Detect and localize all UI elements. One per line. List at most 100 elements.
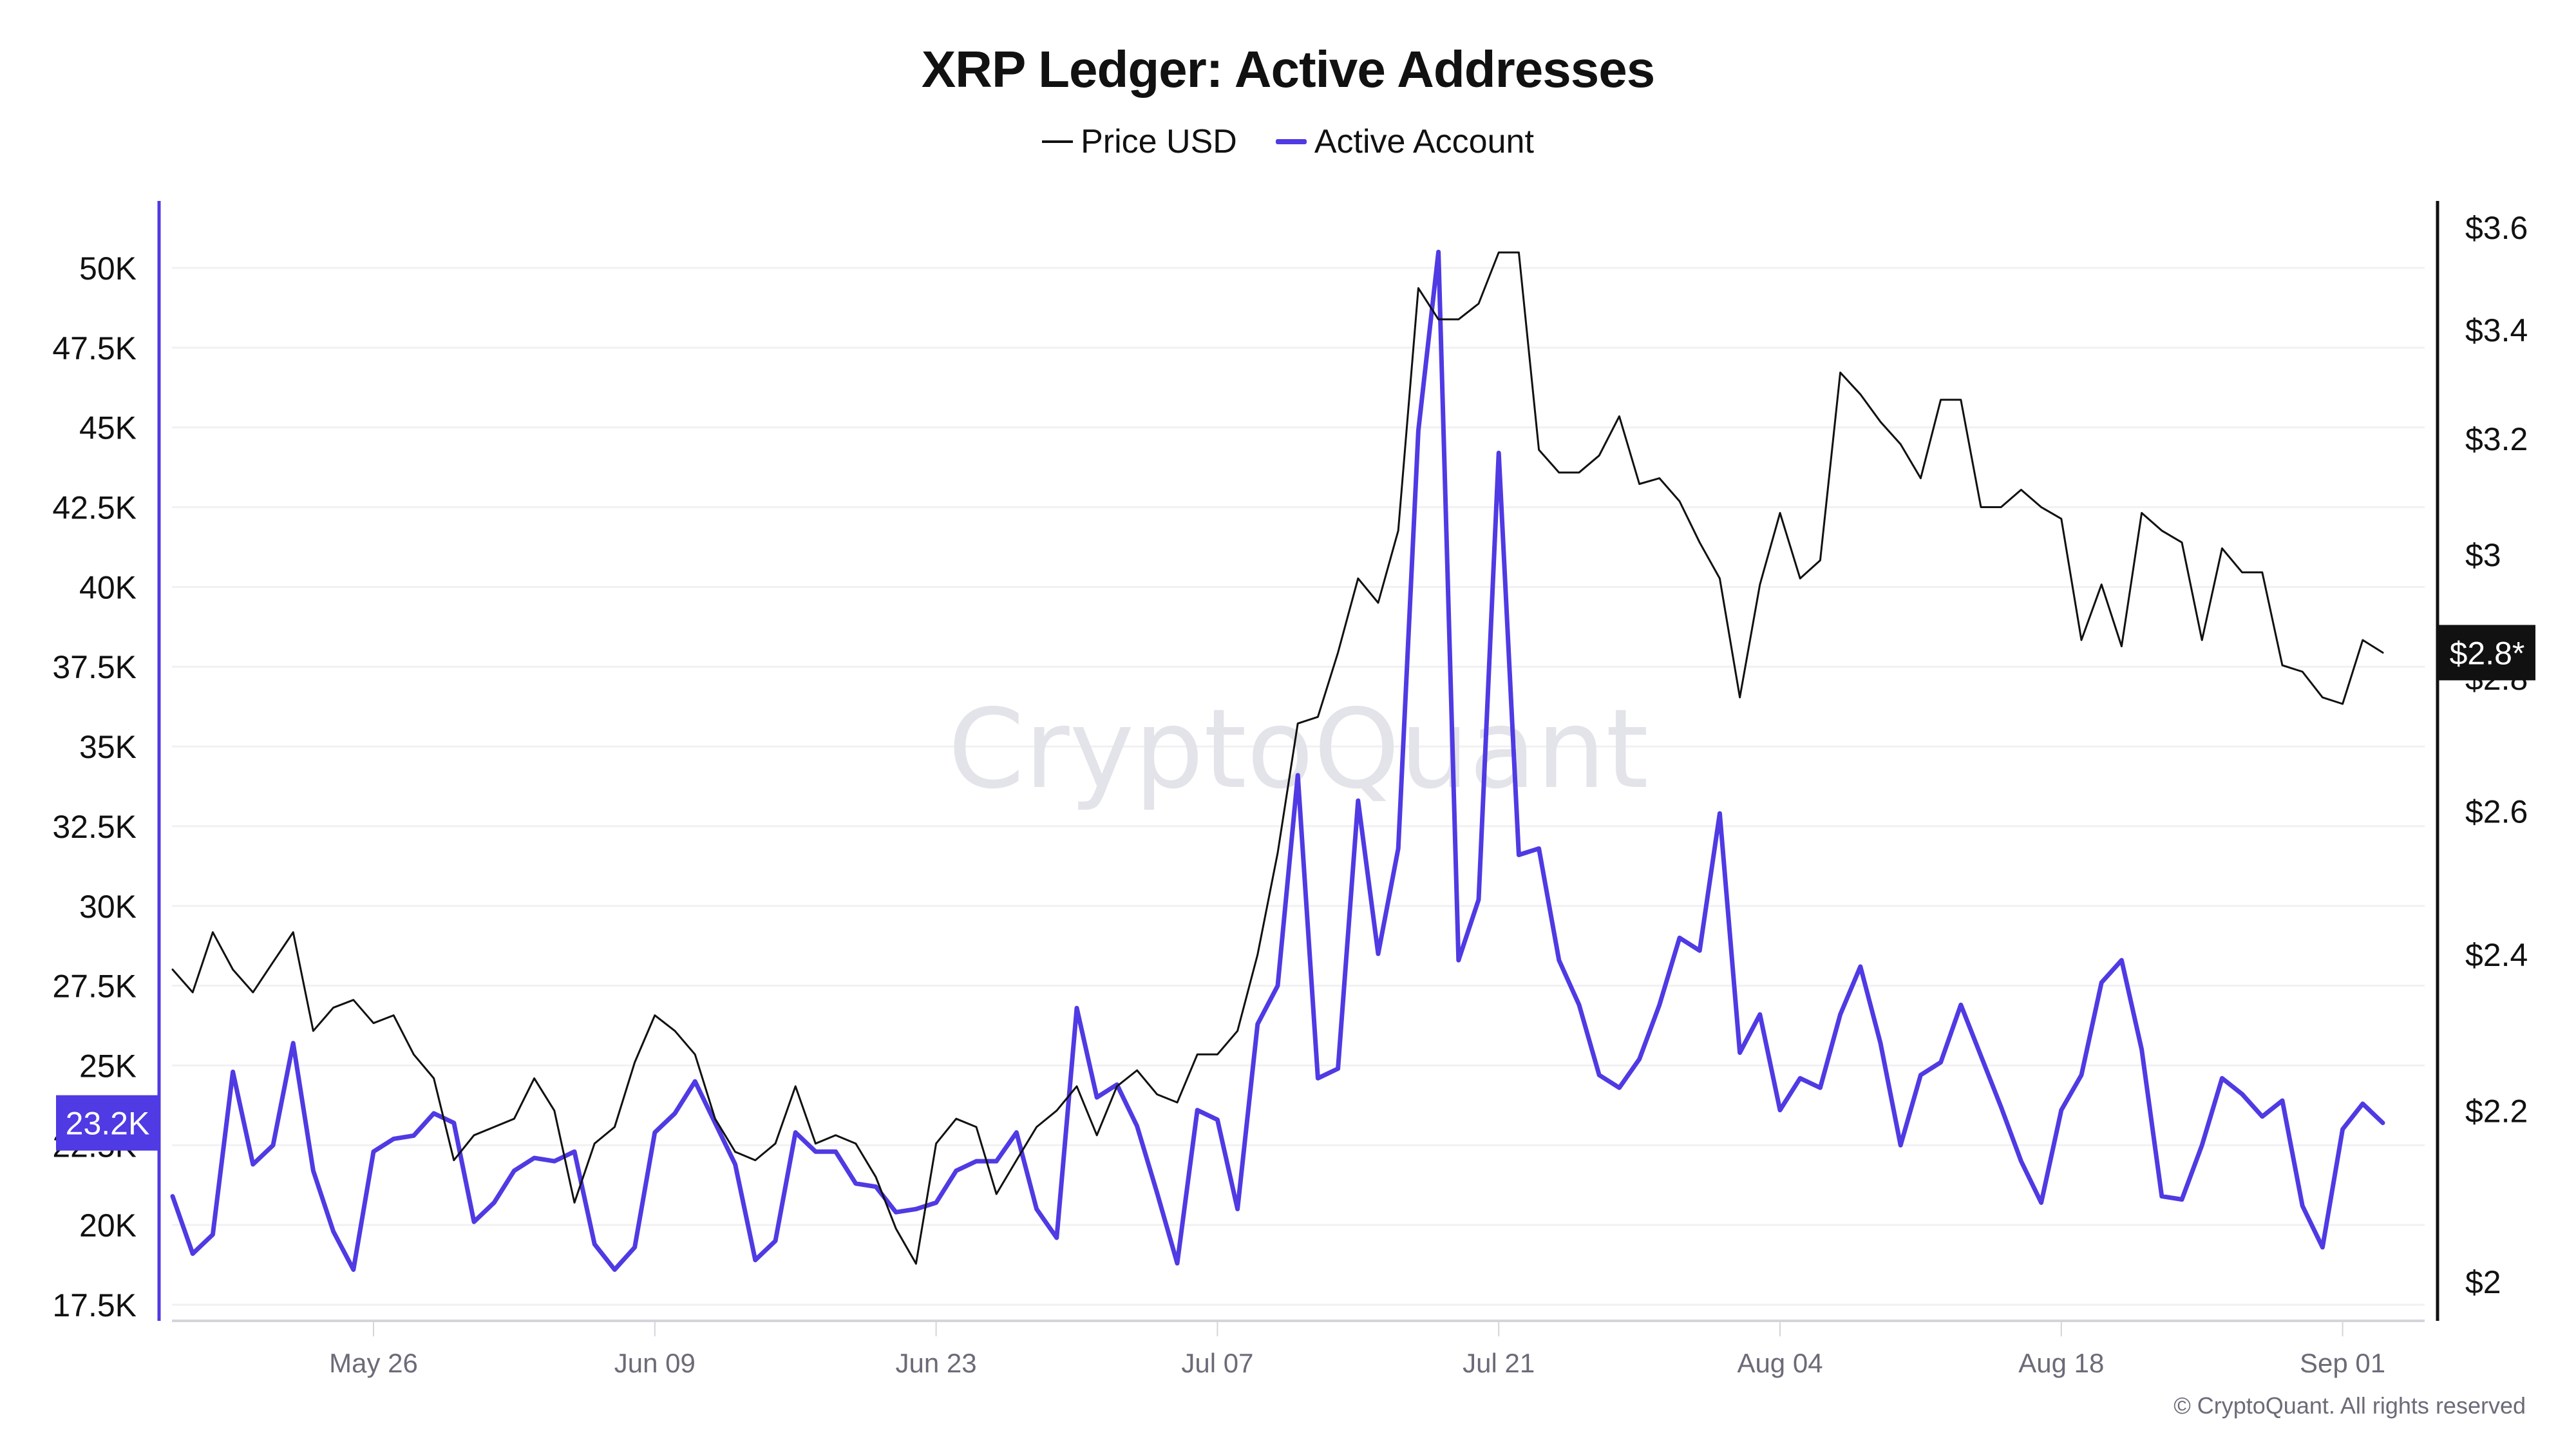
data-point-active-account[interactable] bbox=[450, 1119, 458, 1127]
data-point-price-usd[interactable] bbox=[1153, 1090, 1161, 1098]
data-point-active-account[interactable] bbox=[1093, 1094, 1101, 1101]
data-point-active-account[interactable] bbox=[1073, 1004, 1081, 1012]
data-point-active-account[interactable] bbox=[470, 1218, 478, 1226]
data-point-active-account[interactable] bbox=[1435, 248, 1443, 256]
data-point-price-usd[interactable] bbox=[1937, 396, 1945, 404]
data-point-price-usd[interactable] bbox=[330, 1004, 337, 1012]
data-point-active-account[interactable] bbox=[1133, 1122, 1141, 1130]
data-point-price-usd[interactable] bbox=[2078, 636, 2085, 644]
data-point-price-usd[interactable] bbox=[1555, 469, 1563, 477]
data-point-price-usd[interactable] bbox=[1475, 300, 1482, 308]
data-point-price-usd[interactable] bbox=[591, 1140, 598, 1148]
data-point-price-usd[interactable] bbox=[1012, 1157, 1020, 1164]
data-point-active-account[interactable] bbox=[811, 1148, 819, 1155]
data-point-price-usd[interactable] bbox=[2278, 661, 2286, 669]
data-point-active-account[interactable] bbox=[832, 1148, 840, 1155]
data-point-price-usd[interactable] bbox=[2058, 515, 2065, 523]
data-point-active-account[interactable] bbox=[551, 1157, 558, 1165]
data-point-active-account[interactable] bbox=[1615, 1084, 1623, 1092]
data-point-price-usd[interactable] bbox=[1595, 451, 1603, 459]
data-point-price-usd[interactable] bbox=[350, 996, 357, 1004]
data-point-active-account[interactable] bbox=[651, 1129, 659, 1137]
data-point-active-account[interactable] bbox=[1957, 1001, 1965, 1009]
data-point-active-account[interactable] bbox=[2379, 1119, 2387, 1127]
data-point-price-usd[interactable] bbox=[892, 1225, 900, 1233]
data-point-active-account[interactable] bbox=[1414, 427, 1422, 435]
data-point-active-account[interactable] bbox=[1816, 1084, 1824, 1092]
data-point-price-usd[interactable] bbox=[872, 1173, 880, 1181]
data-point-price-usd[interactable] bbox=[791, 1083, 799, 1090]
data-point-active-account[interactable] bbox=[1153, 1189, 1161, 1197]
data-point-active-account[interactable] bbox=[2017, 1157, 2025, 1165]
data-point-price-usd[interactable] bbox=[370, 1019, 377, 1027]
data-point-price-usd[interactable] bbox=[2339, 700, 2347, 708]
data-point-price-usd[interactable] bbox=[209, 929, 216, 936]
data-point-active-account[interactable] bbox=[350, 1266, 357, 1274]
data-point-price-usd[interactable] bbox=[1575, 469, 1583, 477]
data-point-price-usd[interactable] bbox=[510, 1115, 518, 1122]
data-point-active-account[interactable] bbox=[1193, 1106, 1201, 1114]
data-point-active-account[interactable] bbox=[2178, 1196, 2186, 1204]
data-point-price-usd[interactable] bbox=[1455, 316, 1463, 323]
data-point-price-usd[interactable] bbox=[1033, 1123, 1041, 1131]
data-point-active-account[interactable] bbox=[1636, 1056, 1643, 1063]
data-point-active-account[interactable] bbox=[1374, 950, 1382, 958]
data-point-active-account[interactable] bbox=[370, 1148, 377, 1155]
data-point-active-account[interactable] bbox=[189, 1250, 196, 1258]
data-point-price-usd[interactable] bbox=[1615, 412, 1623, 420]
data-point-price-usd[interactable] bbox=[1535, 446, 1543, 454]
data-point-active-account[interactable] bbox=[430, 1110, 438, 1117]
data-point-active-account[interactable] bbox=[169, 1193, 176, 1200]
data-point-active-account[interactable] bbox=[269, 1141, 277, 1149]
data-point-active-account[interactable] bbox=[1857, 963, 1864, 971]
data-point-price-usd[interactable] bbox=[2178, 538, 2186, 546]
data-point-price-usd[interactable] bbox=[1656, 475, 1663, 482]
data-point-price-usd[interactable] bbox=[772, 1140, 779, 1148]
data-point-price-usd[interactable] bbox=[1374, 599, 1382, 607]
data-point-active-account[interactable] bbox=[510, 1167, 518, 1175]
data-point-price-usd[interactable] bbox=[2038, 504, 2045, 511]
data-point-active-account[interactable] bbox=[892, 1208, 900, 1216]
data-point-active-account[interactable] bbox=[1756, 1010, 1764, 1018]
data-point-active-account[interactable] bbox=[1354, 797, 1362, 804]
data-point-active-account[interactable] bbox=[912, 1205, 920, 1213]
data-point-price-usd[interactable] bbox=[711, 1115, 719, 1122]
data-point-active-account[interactable] bbox=[1937, 1059, 1945, 1066]
data-point-active-account[interactable] bbox=[309, 1167, 317, 1175]
data-point-active-account[interactable] bbox=[1495, 449, 1502, 457]
data-point-price-usd[interactable] bbox=[1756, 581, 1764, 589]
data-point-price-usd[interactable] bbox=[1515, 249, 1522, 256]
data-point-price-usd[interactable] bbox=[2158, 527, 2166, 535]
data-point-price-usd[interactable] bbox=[2017, 486, 2025, 494]
data-point-price-usd[interactable] bbox=[1314, 713, 1321, 721]
data-point-active-account[interactable] bbox=[1515, 851, 1522, 859]
data-point-price-usd[interactable] bbox=[1736, 694, 1744, 701]
data-point-active-account[interactable] bbox=[1716, 810, 1723, 817]
data-point-price-usd[interactable] bbox=[1274, 849, 1282, 857]
data-point-price-usd[interactable] bbox=[1696, 538, 1703, 546]
data-point-price-usd[interactable] bbox=[933, 1140, 940, 1148]
data-point-active-account[interactable] bbox=[1575, 1001, 1583, 1009]
data-point-price-usd[interactable] bbox=[1133, 1066, 1141, 1074]
data-point-active-account[interactable] bbox=[591, 1240, 598, 1248]
data-point-active-account[interactable] bbox=[2158, 1193, 2166, 1200]
data-point-active-account[interactable] bbox=[972, 1157, 980, 1165]
data-point-price-usd[interactable] bbox=[450, 1157, 458, 1164]
data-point-active-account[interactable] bbox=[1213, 1116, 1221, 1124]
data-point-price-usd[interactable] bbox=[992, 1190, 1000, 1198]
data-point-active-account[interactable] bbox=[289, 1039, 297, 1047]
data-point-active-account[interactable] bbox=[1234, 1205, 1242, 1213]
data-point-active-account[interactable] bbox=[1676, 934, 1683, 942]
data-point-active-account[interactable] bbox=[571, 1148, 578, 1155]
data-point-price-usd[interactable] bbox=[1394, 527, 1402, 535]
data-point-active-account[interactable] bbox=[1314, 1074, 1321, 1082]
data-point-active-account[interactable] bbox=[1334, 1065, 1342, 1072]
data-point-price-usd[interactable] bbox=[1897, 440, 1904, 448]
data-point-active-account[interactable] bbox=[1012, 1129, 1020, 1137]
data-point-price-usd[interactable] bbox=[1414, 284, 1422, 292]
data-point-price-usd[interactable] bbox=[1053, 1107, 1061, 1115]
data-point-price-usd[interactable] bbox=[430, 1074, 438, 1082]
data-point-active-account[interactable] bbox=[631, 1244, 639, 1251]
data-point-price-usd[interactable] bbox=[1977, 504, 1985, 511]
data-point-price-usd[interactable] bbox=[1254, 951, 1262, 958]
